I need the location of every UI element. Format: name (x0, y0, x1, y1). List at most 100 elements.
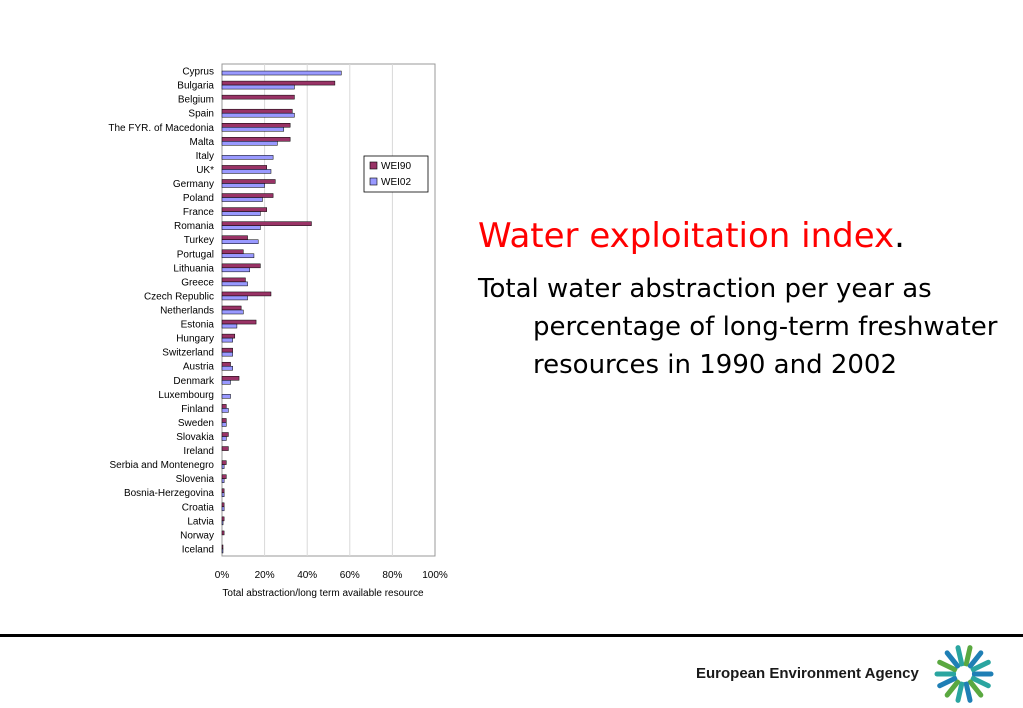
bar-wei90 (221, 418, 227, 423)
bar-wei02 (221, 295, 248, 301)
bar-wei90 (221, 80, 336, 86)
bar-wei90 (221, 235, 248, 240)
category-label: Turkey (184, 235, 214, 246)
x-tick-labels: 0% 20% 40% 60% 80% 100% (215, 570, 448, 581)
eea-logo-icon (934, 645, 994, 703)
category-label: Latvia (187, 516, 214, 527)
category-label: France (183, 207, 215, 218)
bar-wei02 (221, 464, 225, 469)
category-label: Serbia and Montenegro (109, 460, 214, 471)
bar-wei02 (221, 211, 261, 216)
bar-wei90 (221, 249, 244, 255)
bar-wei90 (221, 165, 267, 170)
bar-wei90 (221, 530, 225, 536)
category-label: Malta (190, 137, 215, 148)
bar-wei02 (221, 436, 227, 441)
bar-wei90 (221, 207, 267, 212)
category-label: Estonia (181, 320, 215, 331)
bar-wei90 (221, 123, 291, 128)
category-label: Germany (173, 179, 214, 190)
category-label: Slovakia (176, 432, 214, 443)
gridlines (264, 64, 393, 556)
x-tick-label: 20% (255, 570, 275, 581)
category-label: Netherlands (160, 306, 214, 317)
bar-wei02 (221, 365, 233, 371)
bar-wei90 (221, 319, 257, 325)
x-tick-label: 100% (422, 570, 448, 581)
bar-wei02 (221, 351, 233, 357)
category-label: Bulgaria (177, 81, 214, 92)
bar-wei90 (221, 460, 227, 465)
legend-label-wei90: WEI90 (381, 161, 411, 172)
category-label: Spain (188, 109, 214, 120)
category-label: Hungary (176, 334, 214, 345)
category-labels: Cyprus Bulgaria Belgium Spain The FYR. of Ma… (108, 67, 215, 556)
x-tick-label: 40% (297, 570, 317, 581)
category-label: Norway (180, 530, 214, 541)
bar-wei02 (221, 239, 259, 244)
category-label: Czech Republic (144, 291, 214, 302)
bar-wei02 (221, 267, 250, 273)
bar-wei02 (221, 281, 248, 287)
category-label: Luxembourg (158, 390, 214, 401)
agency-name: European Environment Agency (696, 665, 919, 682)
bar-wei90 (221, 361, 231, 367)
bar-wei02 (221, 155, 274, 160)
bar-wei90 (221, 305, 242, 311)
footer-divider (0, 634, 1023, 637)
category-label: Greece (181, 277, 214, 288)
category-label: Croatia (182, 502, 215, 513)
category-label: Slovenia (176, 474, 215, 485)
bar-wei90 (221, 474, 227, 479)
slide-title-suffix: . (894, 216, 905, 256)
bar-wei90 (221, 137, 291, 142)
bar-wei90 (221, 347, 233, 353)
bar-wei02 (221, 197, 263, 202)
slide-text: Water exploitation index. Total water ab… (478, 214, 1008, 384)
bar-wei90 (221, 502, 225, 508)
bar-wei90 (221, 488, 225, 493)
bar-wei90 (221, 446, 229, 451)
category-label: UK* (196, 165, 214, 176)
bar-wei90 (221, 544, 224, 550)
bar-wei02 (221, 253, 255, 259)
bar-wei02 (221, 309, 244, 315)
bar-wei90 (221, 179, 276, 184)
bar-wei90 (221, 193, 274, 198)
bar-wei90 (221, 263, 261, 269)
category-label: Ireland (183, 446, 214, 457)
bar-wei90 (221, 221, 312, 226)
bars (221, 70, 342, 554)
bar-wei02 (221, 337, 233, 343)
x-tick-label: 80% (382, 570, 402, 581)
bar-wei02 (221, 422, 227, 427)
bar-wei90 (221, 108, 293, 114)
bar-wei02 (221, 492, 225, 497)
category-label: Iceland (182, 544, 214, 555)
category-label: Portugal (177, 249, 214, 260)
bar-wei90 (221, 432, 229, 437)
x-axis-title: Total abstraction/long term available re… (222, 588, 424, 599)
bar-wei90 (221, 291, 272, 297)
category-label: Sweden (178, 418, 214, 429)
category-label: Switzerland (162, 348, 214, 359)
bar-wei02 (221, 380, 231, 385)
bar-wei02 (221, 112, 295, 118)
bar-wei02 (221, 520, 224, 526)
category-label: Bosnia-Herzegovina (124, 488, 214, 499)
legend-swatch-wei02 (369, 177, 378, 186)
category-label: Austria (183, 362, 215, 373)
bar-wei90 (221, 404, 227, 409)
slide-title-text: Water exploitation index (478, 216, 895, 256)
bar-wei02 (221, 141, 278, 146)
category-label: Romania (174, 221, 214, 232)
bar-wei02 (221, 478, 225, 483)
bar-wei02 (221, 84, 295, 90)
bar-wei02 (221, 70, 342, 76)
category-label: Poland (183, 193, 214, 204)
bar-wei02 (221, 408, 229, 413)
bar-wei90 (221, 516, 225, 522)
category-label: Italy (196, 151, 214, 162)
bar-wei90 (221, 333, 236, 339)
